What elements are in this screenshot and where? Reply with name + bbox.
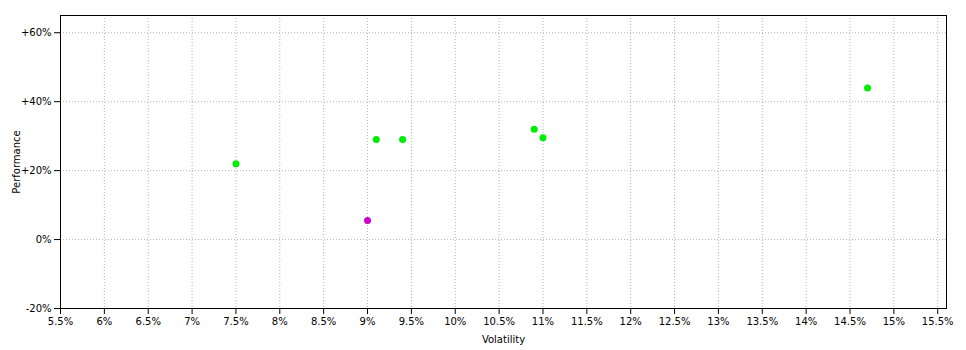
svg-text:13%: 13% bbox=[707, 316, 729, 327]
svg-text:10.5%: 10.5% bbox=[483, 316, 515, 327]
svg-text:9%: 9% bbox=[360, 316, 376, 327]
svg-text:6%: 6% bbox=[96, 316, 112, 327]
svg-text:11%: 11% bbox=[532, 316, 554, 327]
svg-text:10%: 10% bbox=[444, 316, 466, 327]
svg-text:-20%: -20% bbox=[26, 303, 52, 314]
svg-text:12%: 12% bbox=[620, 316, 642, 327]
svg-text:5.5%: 5.5% bbox=[48, 316, 73, 327]
svg-text:15.5%: 15.5% bbox=[922, 316, 954, 327]
svg-text:14.5%: 14.5% bbox=[834, 316, 866, 327]
svg-text:0%: 0% bbox=[36, 234, 52, 245]
svg-text:Volatility: Volatility bbox=[482, 334, 525, 345]
svg-text:+40%: +40% bbox=[21, 96, 52, 107]
svg-text:9.5%: 9.5% bbox=[399, 316, 424, 327]
svg-text:14%: 14% bbox=[795, 316, 817, 327]
svg-text:11.5%: 11.5% bbox=[571, 316, 603, 327]
svg-text:Performance: Performance bbox=[11, 130, 22, 193]
svg-text:12.5%: 12.5% bbox=[659, 316, 691, 327]
svg-text:15%: 15% bbox=[883, 316, 905, 327]
svg-text:6.5%: 6.5% bbox=[136, 316, 161, 327]
svg-text:13.5%: 13.5% bbox=[746, 316, 778, 327]
svg-text:8.5%: 8.5% bbox=[311, 316, 336, 327]
svg-text:7.5%: 7.5% bbox=[223, 316, 248, 327]
svg-text:+60%: +60% bbox=[21, 27, 52, 38]
svg-text:8%: 8% bbox=[272, 316, 288, 327]
svg-text:+20%: +20% bbox=[21, 165, 52, 176]
svg-text:7%: 7% bbox=[184, 316, 200, 327]
